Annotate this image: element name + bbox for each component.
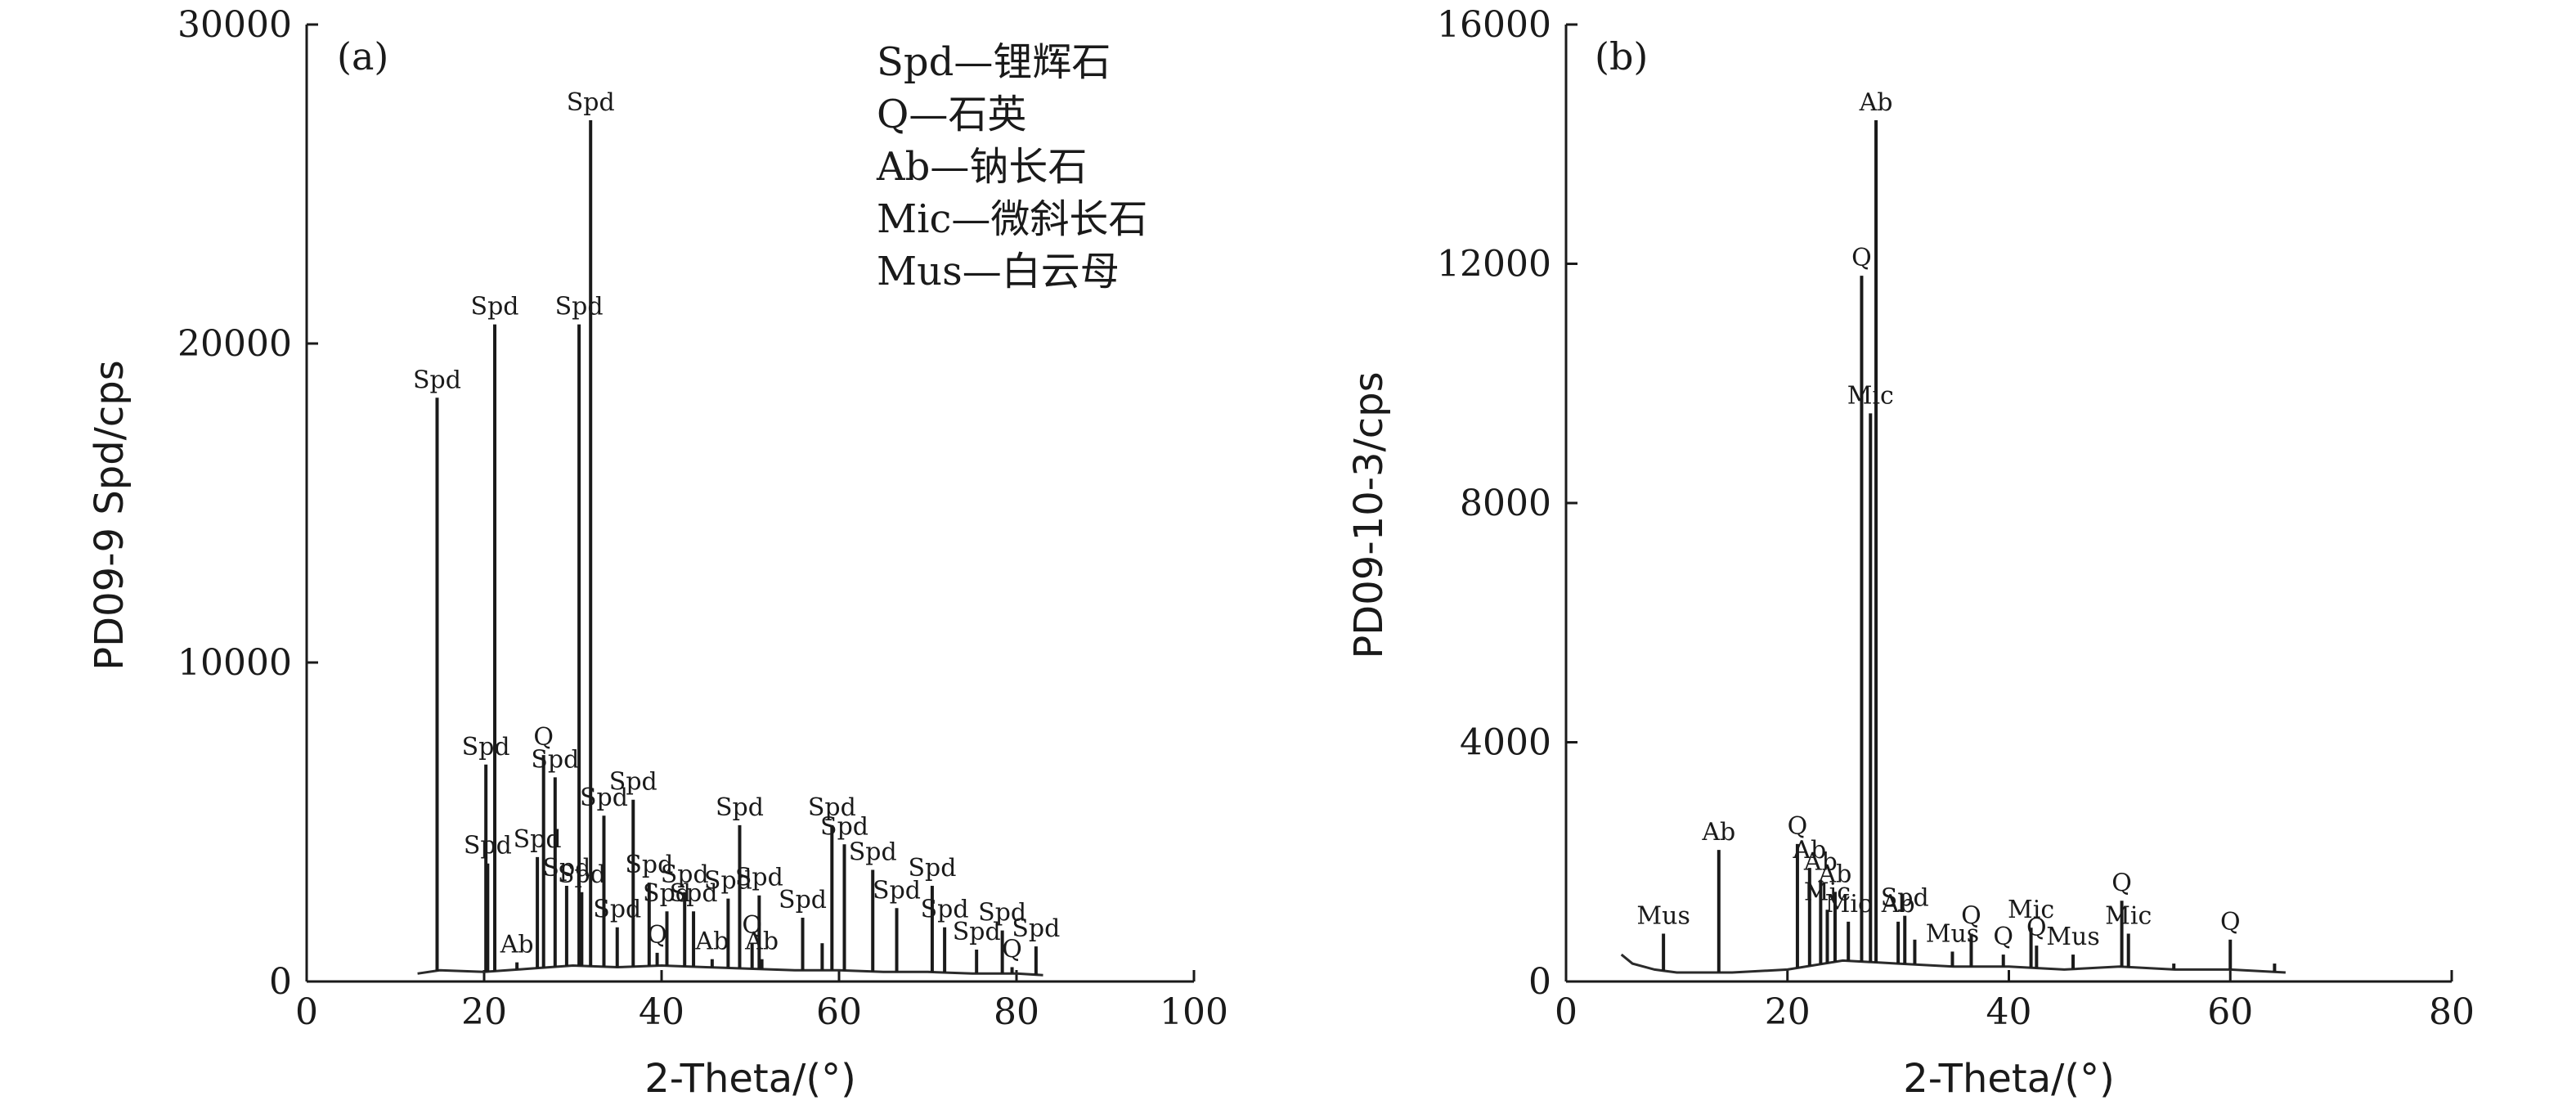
y-tick-label: 30000 [177,4,292,46]
peak-label: Ab [1792,836,1826,865]
y-tick-label: 10000 [177,642,292,684]
peak-label: Spd [464,832,512,860]
peak-label: Spd [908,854,956,883]
peak-label: Spd [820,812,868,841]
peak-label: Spd [471,293,519,321]
x-tick-label: 0 [1555,991,1577,1033]
peak-label: Spd [808,793,856,822]
x-tick-label: 0 [295,991,318,1033]
peak-label: Mic [1847,381,1894,410]
panel-label: (b) [1595,34,1648,79]
peak-label: Spd [462,733,510,761]
panel-label: (a) [337,34,388,79]
peak-label: Ab [1701,818,1735,847]
y-tick-label: 4000 [1460,722,1551,764]
peak-label: Ab [1818,860,1852,888]
peak-label: Spd [542,854,590,883]
peak-label: Spd [953,918,1001,946]
legend-entry: Spd—锂辉石 [877,39,1111,85]
y-tick-label: 20000 [177,323,292,365]
peak-label: Mic [2105,902,2152,931]
panel-a-chart: 0 20 40 60 80 100 0 10000 20000 30000 2-Theta/(°) P… [87,4,1228,1102]
peak-label: Spd [735,864,783,892]
baseline-trace [417,964,1043,977]
legend-entry: Mus—白云母 [877,249,1120,294]
peak-label: Spd [716,793,764,822]
x-tick-label: 40 [1986,991,2032,1033]
legend-entry: Mic—微斜长石 [877,196,1147,242]
x-tick-label: 80 [2429,991,2475,1033]
peak-label: Mic [1804,878,1851,906]
peak-label: Q [1993,923,2013,951]
peak-label: Mic [1825,890,1872,919]
peak-label: Spd [779,886,827,914]
peak-label: Spd [1881,884,1929,913]
peak-label: Spd [1012,914,1060,943]
x-tick-label: 60 [816,991,862,1033]
peak-label: Spd [514,825,562,854]
peak-label: Ab [744,928,779,956]
x-axis-title: 2-Theta/(°) [644,1056,856,1102]
peak-label: Mus [2046,923,2099,951]
peak-label: Spd [670,879,718,908]
x-tick-label: 20 [461,991,507,1033]
peak-label: Spd [413,366,461,394]
peak-label: Spd [921,896,969,924]
legend: Spd—锂辉石 Q—石英 Ab—钠长石 Mic—微斜长石 Mus—白云母 [876,39,1147,294]
peak-label: Spd [558,860,606,889]
peak-label: Spd [555,293,604,321]
peak-label: Spd [978,899,1026,928]
peak-label: Q [533,723,554,752]
peak-label: Q [2026,914,2047,942]
peak-label: Mus [1636,902,1690,931]
peak-label: Ab [1881,890,1915,919]
peak-label: Spd [849,838,897,867]
peak-label: Ab [1803,848,1838,877]
peak-label: Q [1961,902,1981,931]
peak-label: Spd [531,745,579,774]
peak-label: Spd [625,851,673,879]
peak-label: Ab [1859,88,1893,117]
legend-entry: Q—石英 [877,92,1026,137]
peak-label: Ab [694,928,729,956]
peak-label: Spd [873,876,921,905]
y-tick-label: 12000 [1437,244,1551,285]
legend-entry: Ab—钠长石 [876,144,1087,190]
peak-label: Spd [567,88,615,117]
y-tick-label: 0 [269,961,292,1003]
peak-label: Ab [500,931,534,959]
peak-label: Q [647,921,667,950]
x-axis-title: 2-Theta/(°) [1903,1056,2115,1102]
y-axis-title: PD09-10-3/cps [1346,371,1392,658]
panel-b-chart: 0 20 40 60 80 0 4000 8000 12000 16000 2-Theta/(°) P… [1346,4,2475,1102]
peak-label: Q [2220,908,2241,937]
x-tick-label: 80 [994,991,1039,1033]
y-tick-label: 8000 [1460,483,1551,524]
x-tick-label: 60 [2207,991,2253,1033]
peak-label: Q [2112,869,2132,897]
peak-label: Q [1788,812,1808,841]
peak-label: Spd [580,784,628,812]
peak-label: Spd [609,768,657,797]
peak-label: Spd [704,867,752,896]
y-tick-label: 16000 [1437,4,1551,46]
peak-label: Spd [643,879,691,908]
peak-label: Mic [2008,896,2054,924]
y-tick-label: 0 [1528,961,1551,1003]
x-tick-label: 20 [1765,991,1811,1033]
peak-label: Q [1851,244,1872,272]
y-axis-title: PD09-9 Spd/cps [87,360,132,671]
peak-label: Q [1002,935,1022,964]
peak-label: Spd [661,860,709,889]
x-tick-label: 40 [639,991,684,1033]
x-tick-label: 100 [1160,991,1228,1033]
